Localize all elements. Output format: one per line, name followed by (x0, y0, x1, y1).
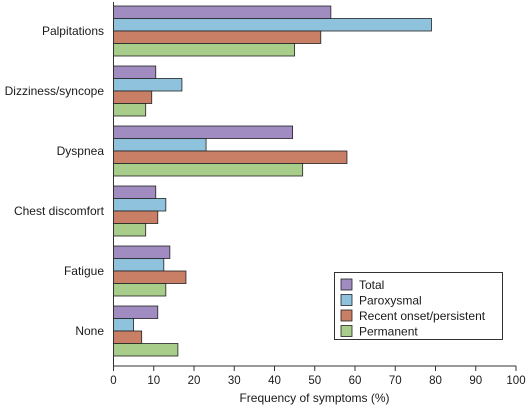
x-tick-label: 10 (147, 375, 160, 387)
bar (113, 198, 167, 212)
x-tick-label: 40 (268, 375, 281, 387)
legend-swatch (340, 278, 353, 291)
bar (113, 305, 159, 319)
category-label: None (75, 324, 104, 338)
bar (113, 343, 179, 357)
bar (113, 30, 322, 44)
x-tick-label: 90 (469, 375, 482, 387)
x-ticks-layer: 0 10 20 30 40 50 60 70 80 90 100 (110, 366, 526, 387)
legend-box (334, 272, 503, 340)
bar (113, 90, 153, 104)
x-tick-label: 100 (506, 375, 525, 387)
category-label: Chest discomfort (14, 204, 105, 218)
bar (113, 43, 296, 57)
category-label: Dizziness/syncope (5, 84, 105, 98)
category-label: Palpitations (42, 24, 104, 38)
bar (113, 210, 159, 224)
bar (113, 163, 304, 177)
x-axis-title: Frequency of symptoms (%) (239, 391, 389, 405)
bar (113, 103, 147, 117)
bar (113, 223, 147, 237)
category-label: Fatigue (64, 264, 104, 278)
x-tick-label: 50 (308, 375, 321, 387)
bar (113, 258, 165, 272)
bar (113, 330, 143, 344)
bar (113, 270, 187, 284)
bar (113, 283, 167, 297)
bar (113, 150, 348, 164)
bar (113, 318, 135, 332)
bar (113, 245, 171, 259)
legend-label: Total (359, 278, 384, 292)
bar (113, 138, 207, 152)
x-tick-label: 0 (110, 375, 116, 387)
x-tick-label: 30 (228, 375, 241, 387)
x-tick-label: 80 (429, 375, 442, 387)
x-tick-label: 20 (188, 375, 201, 387)
bar (113, 5, 332, 19)
legend-label: Permanent (359, 325, 418, 339)
bar (113, 18, 432, 32)
x-tick-label: 70 (389, 375, 402, 387)
category-label: Dyspnea (57, 144, 105, 158)
bar (113, 65, 157, 79)
legend-swatch (340, 294, 353, 306)
x-tick-label: 60 (349, 375, 362, 387)
legend-label: Recent onset/persistent (359, 309, 486, 323)
bar (113, 185, 157, 199)
bar (113, 125, 294, 139)
category-labels-layer: Palpitations Dizziness/syncope Dyspnea Ches… (5, 24, 105, 338)
bar (113, 78, 183, 92)
legend-swatch (340, 325, 353, 337)
legend-swatch (340, 309, 353, 322)
legend-label: Paroxysmal (359, 294, 422, 308)
